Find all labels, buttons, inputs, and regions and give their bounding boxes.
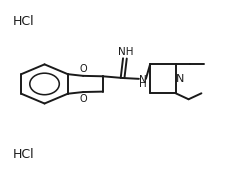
Text: H: H xyxy=(139,79,147,89)
Text: HCl: HCl xyxy=(13,15,35,28)
Text: N: N xyxy=(139,75,147,85)
Text: O: O xyxy=(79,93,87,103)
Text: N: N xyxy=(176,74,184,84)
Text: O: O xyxy=(79,64,87,74)
Text: NH: NH xyxy=(118,47,133,57)
Text: HCl: HCl xyxy=(13,148,35,161)
